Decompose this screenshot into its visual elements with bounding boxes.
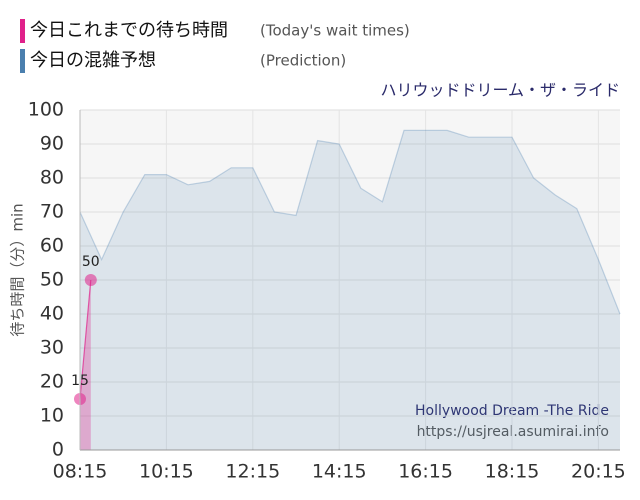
y-tick-label: 40 (40, 303, 64, 325)
legend-label: 今日これまでの待ち時間 (30, 20, 228, 41)
y-axis-label: 待ち時間（分）min (9, 203, 27, 336)
x-tick-label: 20:15 (571, 461, 626, 483)
x-tick-label: 18:15 (485, 461, 540, 483)
y-tick-label: 60 (40, 235, 64, 257)
chart-title: ハリウッドドリーム・ザ・ライド (380, 81, 620, 100)
x-tick-label: 08:15 (53, 461, 108, 483)
legend-sublabel: (Today's wait times) (260, 22, 410, 40)
legend-swatch (20, 19, 25, 43)
x-tick-label: 10:15 (139, 461, 194, 483)
y-tick-label: 10 (40, 405, 64, 427)
data-label: 50 (82, 254, 100, 270)
y-tick-label: 30 (40, 337, 64, 359)
y-tick-label: 0 (52, 439, 64, 461)
x-tick-label: 12:15 (225, 461, 280, 483)
legend-label: 今日の混雑予想 (30, 50, 156, 71)
legend-swatch (20, 49, 25, 73)
y-tick-label: 100 (28, 99, 64, 121)
y-tick-label: 80 (40, 167, 64, 189)
area-fill (80, 280, 91, 450)
y-tick-label: 90 (40, 133, 64, 155)
x-tick-label: 14:15 (312, 461, 367, 483)
legend-sublabel: (Prediction) (260, 52, 346, 70)
area-line (79, 279, 92, 400)
area-line (79, 129, 621, 315)
watermark-url: https://usjreal.asumirai.info (417, 424, 609, 440)
area-fill (80, 130, 620, 450)
y-tick-label: 50 (40, 269, 64, 291)
x-tick-label: 16:15 (398, 461, 453, 483)
data-point (84, 274, 97, 286)
y-tick-label: 70 (40, 201, 64, 223)
y-tick-label: 20 (40, 371, 64, 393)
